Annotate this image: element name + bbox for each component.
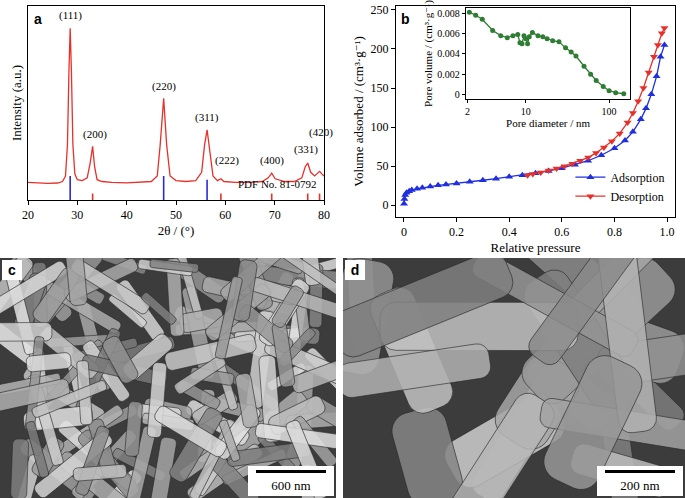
svg-text:250: 250 <box>371 3 389 17</box>
svg-text:200: 200 <box>371 42 389 56</box>
svg-text:0.4: 0.4 <box>502 225 517 239</box>
svg-text:Pore diameter / nm: Pore diameter / nm <box>506 117 590 129</box>
svg-text:20: 20 <box>22 208 34 222</box>
svg-text:30: 30 <box>71 208 83 222</box>
svg-text:0.004: 0.004 <box>437 48 460 59</box>
svg-text:200 nm: 200 nm <box>620 478 659 493</box>
svg-text:(220): (220) <box>152 80 176 93</box>
svg-text:0.006: 0.006 <box>437 28 460 39</box>
svg-text:0.8: 0.8 <box>607 225 622 239</box>
svg-text:0.002: 0.002 <box>437 69 460 80</box>
svg-text:(420): (420) <box>309 126 333 139</box>
svg-text:(311): (311) <box>195 111 219 124</box>
svg-text:Intensity (a.u.): Intensity (a.u.) <box>9 65 24 141</box>
svg-text:Pore volume / (cm³·g⁻¹): Pore volume / (cm³·g⁻¹) <box>422 0 435 107</box>
svg-text:2: 2 <box>465 106 470 117</box>
svg-text:40: 40 <box>121 208 133 222</box>
svg-text:c: c <box>8 262 16 278</box>
svg-text:a: a <box>34 11 42 27</box>
svg-text:(331): (331) <box>294 143 318 156</box>
svg-text:0: 0 <box>455 89 460 100</box>
svg-text:(400): (400) <box>260 154 284 167</box>
svg-text:0.6: 0.6 <box>554 225 569 239</box>
svg-text:(200): (200) <box>83 128 107 141</box>
svg-text:10: 10 <box>521 106 531 117</box>
svg-text:80: 80 <box>318 208 330 222</box>
svg-text:Desorption: Desorption <box>610 190 663 204</box>
svg-text:0: 0 <box>401 225 407 239</box>
svg-text:0.008: 0.008 <box>437 8 460 19</box>
svg-text:70: 70 <box>269 208 281 222</box>
svg-text:0: 0 <box>383 198 389 212</box>
svg-text:50: 50 <box>377 159 389 173</box>
svg-text:b: b <box>401 11 410 27</box>
svg-text:(222): (222) <box>215 154 239 167</box>
svg-text:d: d <box>351 262 360 278</box>
svg-text:100: 100 <box>371 120 389 134</box>
svg-text:0.2: 0.2 <box>449 225 464 239</box>
svg-text:2θ / (°): 2θ / (°) <box>158 223 195 238</box>
svg-text:Adsorption: Adsorption <box>610 171 664 185</box>
svg-text:(111): (111) <box>59 9 82 22</box>
svg-text:Relative pressure: Relative pressure <box>491 240 581 255</box>
svg-text:600 nm: 600 nm <box>271 478 310 493</box>
svg-text:60: 60 <box>219 208 231 222</box>
svg-text:PDF No. 81-0792: PDF No. 81-0792 <box>238 178 317 190</box>
svg-text:100: 100 <box>602 106 617 117</box>
svg-text:1.0: 1.0 <box>660 225 675 239</box>
svg-text:150: 150 <box>371 81 389 95</box>
svg-text:50: 50 <box>170 208 182 222</box>
svg-text:Volume adsorbed / (cm³·g⁻¹): Volume adsorbed / (cm³·g⁻¹) <box>351 36 366 187</box>
